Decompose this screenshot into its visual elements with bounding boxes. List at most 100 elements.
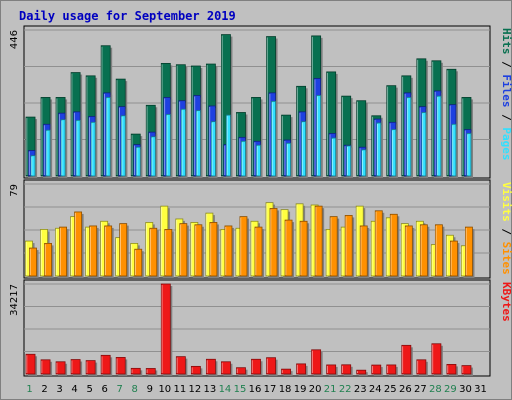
- bar-kbytes-16: [251, 358, 263, 376]
- bar-sites-15: [239, 216, 249, 278]
- day-label-1: 1: [26, 384, 32, 395]
- bar-kbytes-27: [416, 359, 428, 376]
- bar-sites-8: [134, 248, 144, 278]
- legend-item-2: Files: [500, 74, 512, 107]
- bar-sites-22: [344, 215, 355, 278]
- bar-pages-15: [241, 140, 248, 178]
- bar-pages-16: [256, 144, 263, 178]
- bar-pages-22: [346, 145, 353, 178]
- day-label-3: 3: [56, 384, 62, 395]
- bar-sites-26: [404, 225, 415, 278]
- bar-kbytes-19: [296, 363, 308, 376]
- bar-pages-5: [90, 121, 98, 178]
- bar-sites-2: [44, 242, 54, 278]
- day-label-6: 6: [101, 384, 107, 395]
- bar-sites-1: [29, 247, 39, 278]
- day-label-19: 19: [294, 384, 307, 395]
- day-label-7: 7: [117, 384, 123, 395]
- day-label-24: 24: [369, 384, 382, 395]
- bar-pages-4: [75, 119, 83, 178]
- bar-sites-24: [374, 210, 385, 278]
- bar-pages-12: [195, 110, 203, 178]
- day-label-4: 4: [71, 384, 77, 395]
- bar-sites-21: [329, 216, 340, 278]
- day-label-10: 10: [158, 384, 171, 395]
- hits-panel: 446 Hits / Files / Pages: [9, 25, 512, 179]
- bar-kbytes-20: [311, 349, 323, 376]
- day-label-25: 25: [384, 384, 397, 395]
- bar-pages-3: [60, 119, 68, 178]
- bar-kbytes-25: [386, 364, 398, 376]
- bar-pages-6: [105, 97, 113, 178]
- day-label-29: 29: [444, 384, 457, 395]
- bar-sites-12: [194, 224, 204, 278]
- bar-pages-21: [331, 137, 338, 178]
- visits-panel: 79 Visits / Sites: [9, 179, 512, 279]
- bar-pages-29: [451, 123, 458, 178]
- bar-kbytes-13: [205, 358, 218, 376]
- bar-kbytes-10: [160, 283, 173, 376]
- bar-pages-30: [466, 133, 473, 178]
- bar-pages-10: [165, 114, 173, 178]
- bar-kbytes-29: [446, 363, 458, 376]
- bar-kbytes-9: [145, 368, 158, 376]
- bar-sites-30: [465, 226, 475, 278]
- bar-kbytes-1: [25, 353, 38, 376]
- bar-kbytes-8: [130, 367, 143, 376]
- bar-pages-25: [391, 129, 398, 178]
- bar-pages-23: [361, 149, 368, 178]
- bar-kbytes-24: [371, 364, 383, 376]
- bar-pages-11: [180, 108, 188, 178]
- day-label-20: 20: [309, 384, 322, 395]
- y-max-label: 446: [9, 30, 20, 49]
- bar-pages-9: [150, 136, 158, 178]
- legend-item-0: Hits: [500, 28, 512, 55]
- day-label-21: 21: [324, 384, 337, 395]
- bar-kbytes-5: [85, 360, 98, 376]
- bar-pages-28: [436, 95, 443, 178]
- bar-sites-17: [269, 208, 280, 278]
- bar-kbytes-3: [55, 361, 68, 376]
- bar-sites-25: [389, 213, 400, 278]
- bar-sites-10: [164, 229, 174, 278]
- bar-pages-20: [316, 95, 323, 178]
- legend-item-2: Sites: [500, 242, 512, 275]
- bar-pages-8: [135, 146, 143, 178]
- bar-pages-1: [30, 155, 38, 178]
- bar-pages-13: [210, 121, 218, 178]
- day-label-5: 5: [86, 384, 92, 395]
- bar-sites-13: [209, 222, 219, 278]
- kbytes-panel: 34217 KBytes: [9, 279, 512, 377]
- bar-kbytes-2: [40, 359, 53, 376]
- bar-kbytes-17: [266, 357, 278, 376]
- bar-sites-28: [434, 224, 445, 278]
- legend-item-1: /: [500, 55, 512, 75]
- y-max-label: 79: [9, 184, 20, 197]
- bar-kbytes-30: [461, 365, 473, 376]
- day-axis: 1 2 3 4 5 6 7 8 9 10 11 12 13 14 15 16 17 18 19 20 21 22 23 24 2…: [26, 384, 487, 395]
- panels: 446 Hits / Files / Pages 79 Visits / Sites 3…: [9, 25, 512, 377]
- bar-sites-11: [179, 223, 189, 278]
- bar-sites-7: [119, 223, 129, 278]
- bar-sites-16: [254, 226, 265, 278]
- legend: Hits / Files / Pages: [500, 28, 512, 161]
- bar-sites-18: [284, 219, 295, 278]
- legend: KBytes: [500, 282, 512, 322]
- bar-pages-19: [301, 121, 308, 178]
- bar-sites-6: [104, 225, 114, 278]
- bar-sites-14: [224, 225, 234, 278]
- bar-kbytes-26: [401, 344, 413, 376]
- bar-kbytes-4: [70, 359, 83, 376]
- chart-title: Daily usage for September 2019: [19, 9, 236, 23]
- bar-pages-14: [226, 114, 233, 178]
- bar-pages-26: [406, 97, 413, 178]
- day-label-9: 9: [147, 384, 153, 395]
- bar-kbytes-21: [326, 364, 338, 376]
- bar-sites-19: [299, 220, 310, 278]
- bar-sites-4: [74, 211, 84, 278]
- day-label-14: 14: [219, 384, 232, 395]
- bar-sites-23: [359, 225, 370, 278]
- bar-kbytes-6: [100, 354, 113, 376]
- legend-item-0: Visits: [500, 182, 512, 222]
